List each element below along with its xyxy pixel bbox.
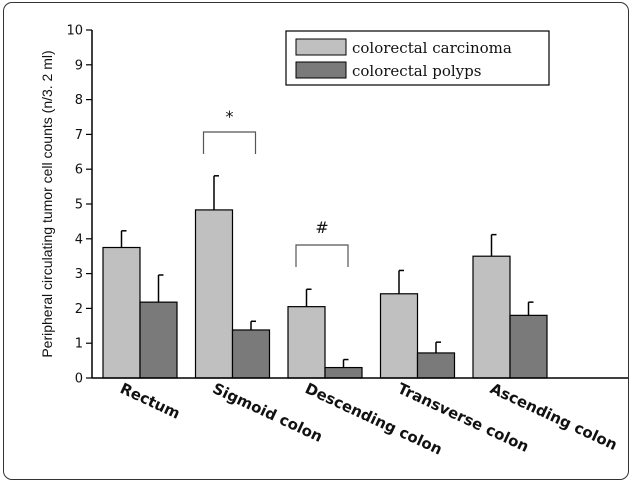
significance-marker: *	[226, 107, 234, 126]
y-tick-label: 0	[75, 372, 83, 387]
significance-marker: #	[315, 218, 328, 237]
bar-polyps	[509, 314, 548, 379]
y-tick-label: 3	[75, 267, 83, 282]
y-tick-label: 7	[75, 128, 83, 143]
y-ticks-layer: 0 1 2 3 4 5 6 7 8 9 10	[66, 24, 92, 387]
significance-bracket	[202, 131, 257, 154]
y-tick-label: 10	[66, 24, 83, 39]
legend-swatch-carcinoma	[295, 38, 347, 56]
y-tick-label: 8	[75, 93, 83, 108]
bar-chart: 0 1 2 3 4 5 6 7 8 9 10 Rectum Sigmoid colonDescendi…	[39, 24, 628, 459]
y-tick-label: 1	[75, 337, 83, 352]
bar-polyps	[416, 352, 456, 379]
bar-carcinoma	[102, 246, 141, 379]
legend-label-carcinoma: colorectal carcinoma	[352, 39, 512, 57]
x-category-label: Rectum	[117, 379, 183, 422]
bar-carcinoma	[472, 255, 511, 379]
significance-bracket	[295, 244, 349, 267]
y-tick-label: 5	[75, 198, 83, 213]
bar-carcinoma	[379, 293, 419, 379]
y-tick-label: 4	[75, 232, 83, 247]
bar-polyps	[324, 366, 363, 379]
bar-carcinoma	[194, 209, 234, 379]
y-tick-label: 9	[75, 58, 83, 73]
bar-polyps	[139, 301, 178, 379]
bar-polyps	[231, 329, 271, 379]
y-tick-label: 2	[75, 302, 83, 317]
legend: colorectal carcinoma colorectal polyps	[285, 30, 550, 86]
y-tick-label: 6	[75, 163, 83, 178]
bar-carcinoma	[287, 306, 326, 379]
significance-annotations-layer: *#	[202, 107, 349, 267]
error-bars-layer	[120, 175, 534, 368]
y-axis-label: Peripheral circulating tumor cell counts…	[39, 50, 55, 357]
legend-label-polyps: colorectal polyps	[352, 62, 481, 80]
legend-swatch-polyps	[295, 61, 347, 79]
